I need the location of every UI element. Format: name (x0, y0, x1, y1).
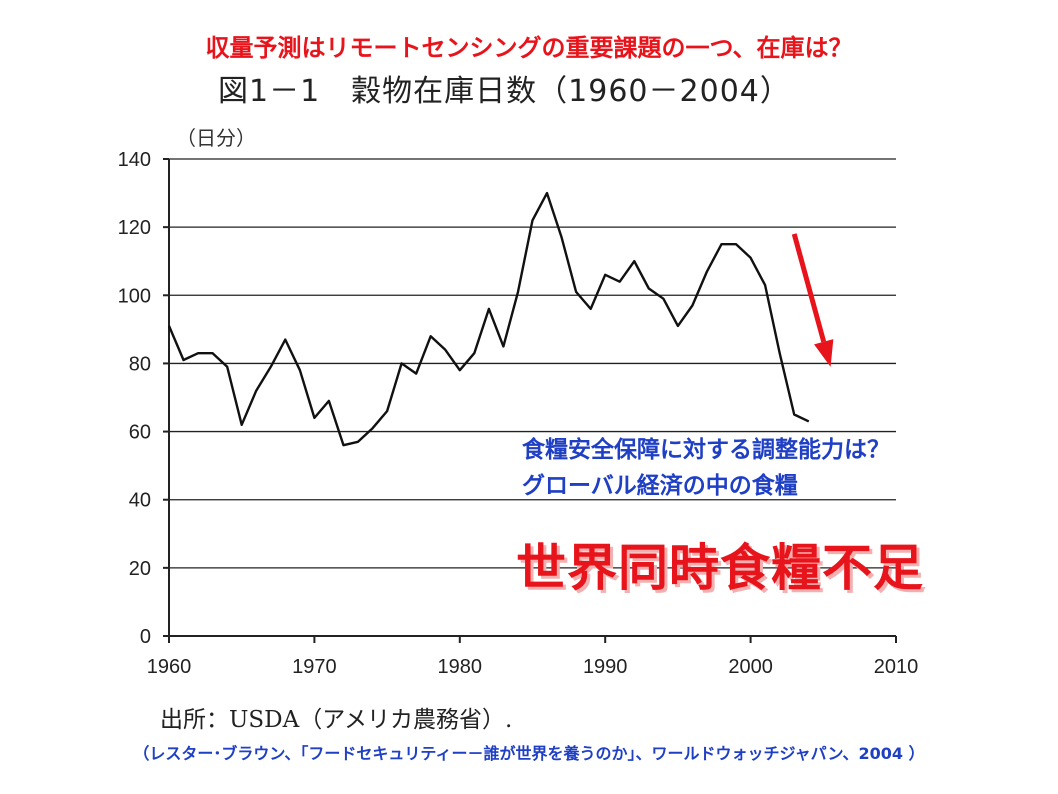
y-tick-label-100: 100 (118, 285, 151, 307)
y-tick-label-120: 120 (118, 217, 151, 239)
y-axis-unit-label: （日分） (176, 126, 256, 150)
citation: （レスター･ブラウン、「フードセキュリティー－誰が世界を養うのか」、ワールドウォ… (133, 744, 925, 763)
annotation-food-security: 食糧安全保障に対する調整能力は？ (522, 437, 890, 463)
source-note: 出所：USDA（アメリカ農務省）. (160, 707, 513, 733)
annotation-global-food-shortage: 世界同時食糧不足 (516, 539, 924, 597)
x-tick-label-1970: 1970 (292, 656, 337, 678)
figure-title: 図1－1 穀物在庫日数（1960－2004） (218, 74, 791, 109)
y-tick-label-20: 20 (129, 558, 151, 580)
series-line-grain-stock-days (167, 191, 810, 447)
red-arrow-shaft (791, 233, 827, 343)
x-tick-label-1980: 1980 (438, 656, 483, 678)
y-tick-label-140: 140 (118, 149, 151, 171)
y-tick-label-60: 60 (129, 422, 151, 444)
x-tick-label-2010: 2010 (874, 656, 919, 678)
x-tick-label-1960: 1960 (147, 656, 192, 678)
y-tick-label-0: 0 (140, 626, 151, 648)
red-arrow-head (814, 339, 834, 367)
x-tick-label-1990: 1990 (583, 656, 628, 678)
y-tick-label-40: 40 (129, 490, 151, 512)
annotation-global-economy: グローバル経済の中の食糧 (522, 473, 798, 499)
slide-title: 収量予測はリモートセンシングの重要課題の一つ、在庫は？ (205, 34, 853, 62)
x-tick-label-2000: 2000 (728, 656, 773, 678)
y-tick-label-80: 80 (129, 353, 151, 375)
